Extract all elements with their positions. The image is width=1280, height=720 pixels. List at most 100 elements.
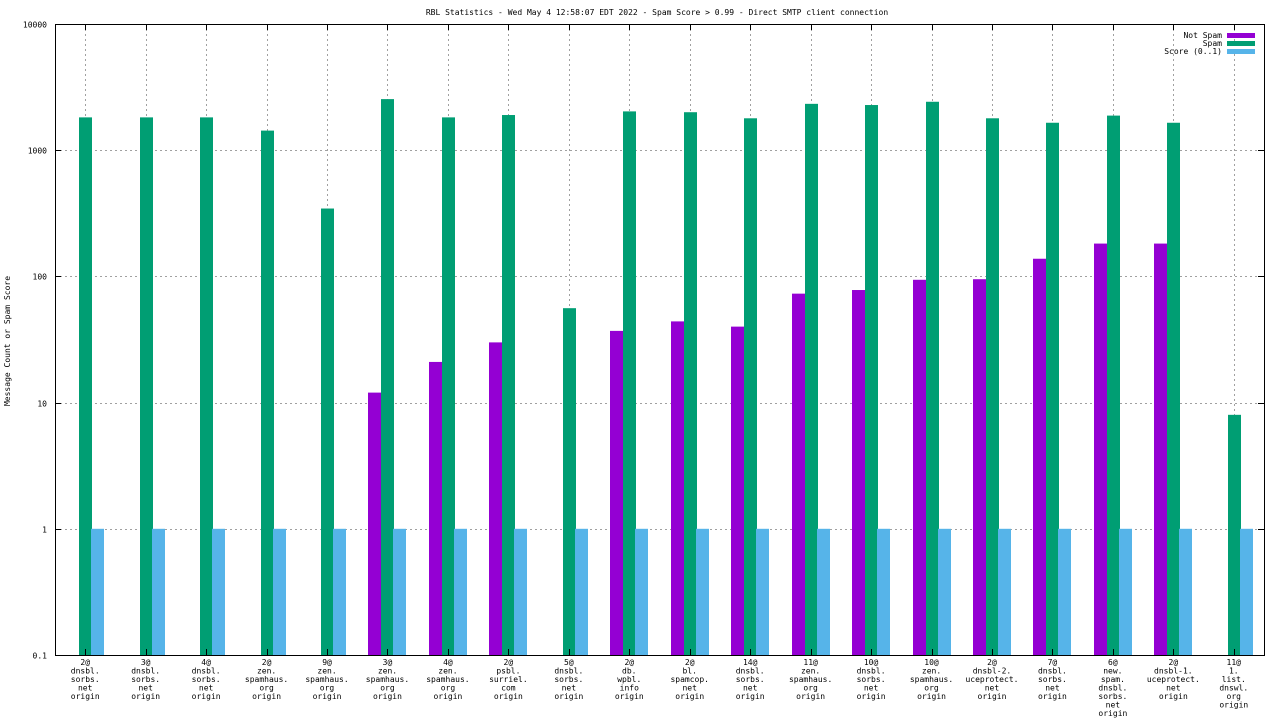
- x-tick-label: 2@: [987, 658, 997, 667]
- bar-spam: [926, 101, 939, 655]
- bar-not-spam: [429, 361, 442, 655]
- x-tick-label: zen.: [438, 667, 457, 676]
- x-tick-label: 6@: [1108, 658, 1118, 667]
- bar-spam: [1228, 414, 1241, 655]
- bar-score-0-1: [877, 528, 890, 655]
- x-tick-label: 7@: [1048, 658, 1058, 667]
- legend-swatch: [1227, 41, 1255, 46]
- bar-spam: [200, 117, 213, 656]
- bar-not-spam: [610, 330, 623, 655]
- x-tick-label: origin: [433, 692, 462, 701]
- bar-score-0-1: [91, 528, 104, 655]
- bar-score-0-1: [575, 528, 588, 655]
- x-tick-label: dnsbl-2.: [973, 667, 1012, 676]
- x-tick-label: sorbs.: [71, 675, 100, 684]
- y-tick-label: 10000: [23, 21, 47, 30]
- x-tick-label: zen.: [922, 667, 941, 676]
- x-tick-label: uceprotect.: [1147, 675, 1200, 684]
- x-tick-label: 2@: [685, 658, 695, 667]
- x-tick-label: sorbs.: [1098, 692, 1127, 701]
- x-tick-label: 11@: [1227, 658, 1242, 667]
- x-tick-label: net: [562, 684, 577, 693]
- x-tick-label: dnsbl.: [1098, 684, 1127, 693]
- bar-score-0-1: [1119, 528, 1132, 655]
- x-tick-label: surriel.: [489, 675, 528, 684]
- bar-score-0-1: [393, 528, 406, 655]
- x-tick-label: com: [501, 684, 516, 693]
- y-tick-label: 1000: [28, 147, 47, 156]
- x-tick-label: db.: [622, 667, 636, 676]
- x-tick-label: list.: [1222, 675, 1246, 684]
- bar-not-spam: [731, 326, 744, 655]
- bar-spam: [563, 308, 576, 655]
- x-tick-label: sorbs.: [857, 675, 886, 684]
- x-tick-label: origin: [131, 692, 160, 701]
- legend-label: Score (0..1): [1164, 47, 1222, 56]
- x-tick-label: spamhaus.: [245, 675, 288, 684]
- bar-spam: [684, 112, 697, 655]
- x-tick-label: net: [743, 684, 758, 693]
- x-tick-label: 2@: [504, 658, 514, 667]
- bar-score-0-1: [696, 528, 709, 655]
- bar-spam: [744, 118, 757, 656]
- x-tick-label: origin: [554, 692, 583, 701]
- x-tick-label: origin: [736, 692, 765, 701]
- x-tick-label: origin: [373, 692, 402, 701]
- x-tick-label: org: [1227, 692, 1242, 701]
- bar-score-0-1: [1179, 528, 1192, 655]
- x-tick-label: 2@: [1169, 658, 1179, 667]
- bar-score-0-1: [1240, 528, 1253, 655]
- x-tick-label: net: [682, 684, 697, 693]
- x-tick-label: 4@: [201, 658, 211, 667]
- x-tick-label: origin: [1098, 709, 1127, 718]
- x-tick-label: origin: [796, 692, 825, 701]
- x-tick-label: 3@: [383, 658, 393, 667]
- grid-layer: [55, 24, 1264, 655]
- bar-spam: [865, 105, 878, 655]
- bar-score-0-1: [514, 528, 527, 655]
- legend-swatch: [1227, 33, 1255, 38]
- x-tick-label: 4@: [443, 658, 453, 667]
- x-tick-label: origin: [675, 692, 704, 701]
- bar-spam: [805, 103, 818, 656]
- x-tick-label: new.: [1103, 667, 1122, 676]
- x-tick-label: org: [924, 684, 939, 693]
- bar-not-spam: [671, 321, 684, 655]
- bar-score-0-1: [756, 528, 769, 655]
- x-tick-label: 2@: [624, 658, 634, 667]
- bar-spam: [79, 117, 92, 656]
- x-tick-label: origin: [615, 692, 644, 701]
- x-tick-label: sorbs.: [554, 675, 583, 684]
- x-tick-label: dnsbl.: [857, 667, 886, 676]
- bar-spam: [1046, 122, 1059, 655]
- x-tick-label: 3@: [141, 658, 151, 667]
- x-tick-label: net: [199, 684, 214, 693]
- x-tick-label: origin: [857, 692, 886, 701]
- x-tick-label: origin: [917, 692, 946, 701]
- bar-score-0-1: [1058, 528, 1071, 655]
- x-tick-label: 14@: [743, 658, 758, 667]
- x-tick-label: 10@: [864, 658, 879, 667]
- x-tick-label: wpbl.: [617, 675, 641, 684]
- bar-spam: [381, 99, 394, 655]
- x-tick-label: spamhaus.: [426, 675, 469, 684]
- bar-score-0-1: [152, 528, 165, 655]
- x-tick-labels: 2@dnsbl.sorbs.netorigin3@dnsbl.sorbs.net…: [71, 658, 1249, 718]
- x-tick-label: net: [985, 684, 1000, 693]
- bar-not-spam: [852, 290, 865, 655]
- x-tick-label: net: [78, 684, 93, 693]
- x-tick-label: 2@: [80, 658, 90, 667]
- x-tick-label: dnsbl.: [131, 667, 160, 676]
- legend-label: Not Spam: [1183, 31, 1222, 40]
- x-tick-label: sorbs.: [192, 675, 221, 684]
- x-tick-label: org: [441, 684, 456, 693]
- x-tick-label: net: [864, 684, 879, 693]
- x-tick-label: org: [380, 684, 395, 693]
- bar-score-0-1: [635, 528, 648, 655]
- legend-swatch: [1227, 49, 1255, 54]
- legend-label: Spam: [1203, 39, 1222, 48]
- y-axis-label: Message Count or Spam Score: [3, 276, 12, 406]
- x-tick-label: origin: [1038, 692, 1067, 701]
- x-tick-label: spamcop.: [670, 675, 709, 684]
- ticks-layer: 0.1 1 10 100 1000 10000: [23, 21, 1264, 661]
